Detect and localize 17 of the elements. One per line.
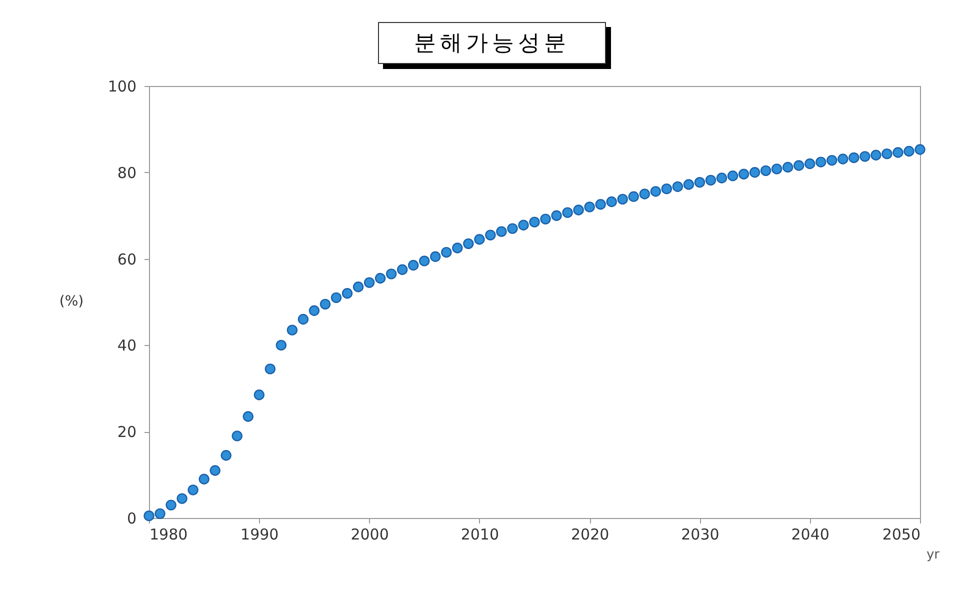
y-tick-label: 0 [126,510,136,528]
x-tick-label: 2030 [681,526,720,544]
y-tick-label: 80 [117,164,136,182]
y-tick-label: 20 [117,423,136,442]
x-tick-label: 2010 [460,526,500,544]
y-tick-label: 60 [117,250,136,268]
chart-title: 분해가능성분 [378,22,606,64]
x-tick-label: 2040 [791,526,830,544]
x-tick-label: 1990 [240,526,279,544]
y-tick-label: 100 [108,78,136,96]
y-axis-title: (%) [59,294,84,310]
x-tick-label: 2000 [350,526,389,544]
x-tick-label: 2020 [570,526,610,544]
x-tick-label: 1980 [150,526,188,544]
x-axis-title: yr [926,548,940,562]
y-tick-label: 40 [117,336,136,355]
x-tick-label: 2050 [882,526,920,544]
